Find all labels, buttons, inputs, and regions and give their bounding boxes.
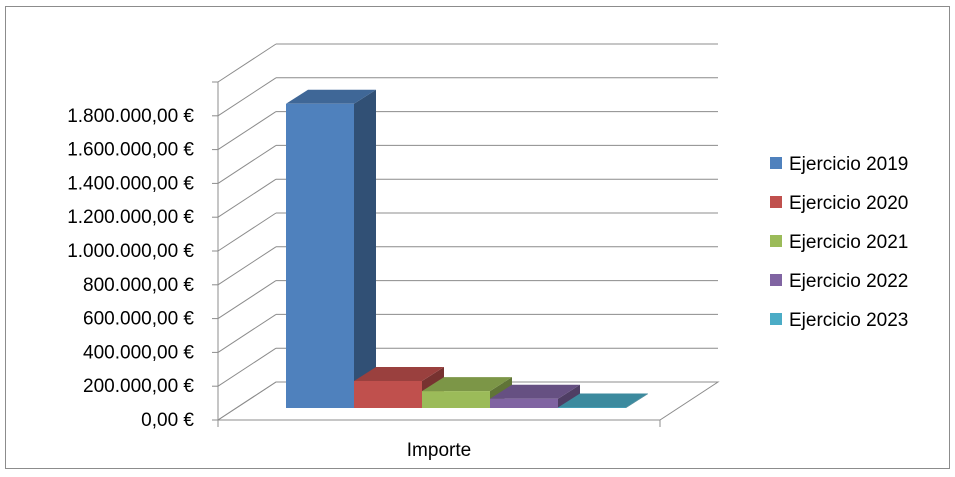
side-gridline: [217, 381, 277, 421]
side-gridline: [217, 212, 277, 252]
legend-entry: Ejercicio 2020: [770, 193, 908, 214]
bar-front-face: [422, 391, 490, 408]
bar-ejercicio-2022: [490, 384, 580, 408]
legend-entry: Ejercicio 2021: [770, 232, 908, 253]
y-tick-label: 1.200.000,00 €: [67, 207, 194, 228]
side-gridline: [217, 246, 277, 286]
bar-front-face: [354, 380, 422, 408]
y-tick-labels: 0,00 € 200.000,00 € 400.000,00 € 600.000,00…: [67, 106, 194, 431]
legend-label: Ejercicio 2023: [789, 310, 908, 331]
side-gridline: [217, 347, 277, 387]
bar-front-face: [286, 103, 354, 409]
side-gridline: [217, 313, 277, 353]
x-tick-labels: Importe: [407, 440, 471, 461]
axes: [212, 81, 661, 427]
legend-swatch: [770, 313, 782, 325]
legend-entry: Ejercicio 2019: [770, 154, 908, 175]
side-gridline: [217, 77, 277, 117]
bar-side-face: [626, 393, 648, 408]
legend-entry: Ejercicio 2022: [770, 271, 908, 292]
side-gridline: [217, 144, 277, 184]
legend-swatch: [770, 235, 782, 247]
bar-top-face: [354, 366, 444, 381]
legend-label: Ejercicio 2020: [789, 193, 908, 214]
bar-ejercicio-2019: [286, 89, 376, 409]
bar-top-face: [558, 393, 648, 408]
legend-label: Ejercicio 2021: [789, 232, 908, 253]
bar-ejercicio-2023: [558, 393, 648, 408]
legend-label: Ejercicio 2019: [789, 154, 908, 175]
y-tick-label: 1.400.000,00 €: [67, 173, 194, 194]
y-tick-label: 0,00 €: [141, 410, 194, 431]
y-tick-label: 1.800.000,00 €: [67, 106, 194, 127]
y-tick-label: 600.000,00 €: [83, 309, 194, 330]
y-tick-label: 800.000,00 €: [83, 275, 194, 296]
legend-entry: Ejercicio 2023: [770, 310, 908, 331]
side-gridline: [217, 111, 277, 151]
legend-swatch: [770, 157, 782, 169]
legend-swatch: [770, 196, 782, 208]
side-gridline: [217, 43, 277, 83]
side-gridline: [217, 280, 277, 320]
y-tick-label: 400.000,00 €: [83, 342, 194, 363]
legend-label: Ejercicio 2022: [789, 271, 908, 292]
bar-front-face: [490, 398, 558, 408]
y-tick-label: 200.000,00 €: [83, 376, 194, 397]
bar-side-face: [354, 89, 376, 409]
bar-front-face: [558, 407, 626, 408]
legend: Ejercicio 2019 Ejercicio 2020 Ejercicio 20…: [770, 154, 908, 331]
bar-side-face: [558, 384, 580, 408]
bar-top-face: [490, 384, 580, 399]
y-tick-label: 1.600.000,00 €: [67, 140, 194, 161]
bars: [286, 89, 648, 409]
x-tick-label: Importe: [407, 440, 471, 461]
bar-top-face: [422, 377, 512, 392]
y-tick-label: 1.000.000,00 €: [67, 241, 194, 262]
bar-top-face: [286, 89, 376, 104]
side-gridline: [217, 178, 277, 218]
legend-swatch: [770, 274, 782, 286]
